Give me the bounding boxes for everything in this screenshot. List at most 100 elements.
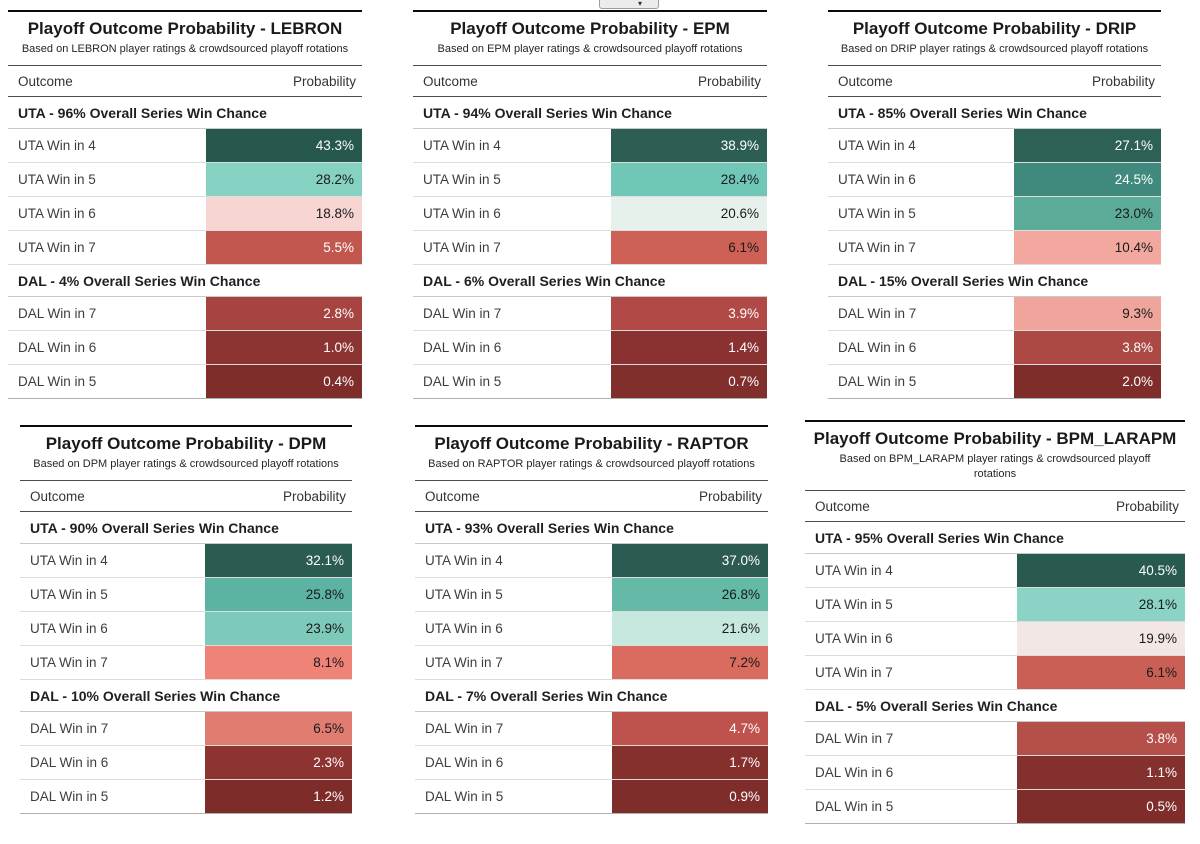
table-row: UTA Win in 4 43.3% <box>8 129 362 163</box>
outcome-label: DAL Win in 6 <box>20 746 206 779</box>
probability-cell: 1.4% <box>610 331 767 364</box>
table-row: DAL Win in 7 2.8% <box>8 297 362 331</box>
section-header: UTA - 94% Overall Series Win Chance <box>413 97 767 129</box>
section-header: UTA - 90% Overall Series Win Chance <box>20 512 352 544</box>
table-row: DAL Win in 6 1.1% <box>805 756 1185 790</box>
table-row: UTA Win in 6 23.9% <box>20 612 352 646</box>
outcome-label: DAL Win in 7 <box>828 297 1014 330</box>
outcome-label: UTA Win in 7 <box>805 656 1018 689</box>
outcome-label: UTA Win in 6 <box>415 612 612 645</box>
column-header-row: Outcome Probability <box>413 66 767 97</box>
probability-cell: 10.4% <box>1013 231 1161 264</box>
table-title: Playoff Outcome Probability - LEBRON <box>27 19 343 38</box>
probability-cell: 2.8% <box>205 297 362 330</box>
probability-cell: 18.8% <box>205 197 362 230</box>
probability-cell: 1.1% <box>1017 756 1185 789</box>
probability-cell: 23.9% <box>205 612 352 645</box>
outcome-label: UTA Win in 6 <box>828 163 1014 196</box>
table-row: DAL Win in 7 6.5% <box>20 712 352 746</box>
outcome-label: UTA Win in 7 <box>828 231 1014 264</box>
table-subtitle: Based on DRIP player ratings & crowdsour… <box>828 39 1161 66</box>
outcome-label: UTA Win in 4 <box>415 544 612 577</box>
probability-cell: 0.4% <box>205 365 362 398</box>
outcome-label: UTA Win in 6 <box>8 197 206 230</box>
probability-cell: 27.1% <box>1013 129 1161 162</box>
table-row: UTA Win in 5 28.1% <box>805 588 1185 622</box>
column-header-outcome: Outcome <box>425 488 480 504</box>
table-title: Playoff Outcome Probability - EPM <box>450 19 730 38</box>
outcome-label: DAL Win in 7 <box>8 297 206 330</box>
table-row: UTA Win in 4 40.5% <box>805 554 1185 588</box>
outcome-table-raptor: Playoff Outcome Probability - RAPTOR Base… <box>415 425 768 814</box>
outcome-label: DAL Win in 5 <box>413 365 611 398</box>
probability-cell: 2.0% <box>1013 365 1161 398</box>
outcome-label: UTA Win in 5 <box>805 588 1018 621</box>
probability-cell: 1.2% <box>205 780 352 813</box>
probability-cell: 2.3% <box>205 746 352 779</box>
table-row: UTA Win in 4 38.9% <box>413 129 767 163</box>
probability-cell: 5.5% <box>205 231 362 264</box>
probability-cell: 23.0% <box>1013 197 1161 230</box>
section-header: UTA - 95% Overall Series Win Chance <box>805 522 1185 554</box>
table-row: DAL Win in 6 1.0% <box>8 331 362 365</box>
outcome-label: DAL Win in 5 <box>20 780 206 813</box>
table-row: UTA Win in 4 27.1% <box>828 129 1161 163</box>
probability-cell: 1.7% <box>611 746 768 779</box>
probability-cell: 0.5% <box>1017 790 1185 823</box>
outcome-label: UTA Win in 5 <box>415 578 612 611</box>
table-row: UTA Win in 6 18.8% <box>8 197 362 231</box>
table-row: DAL Win in 6 3.8% <box>828 331 1161 365</box>
column-header-row: Outcome Probability <box>415 481 768 512</box>
table-row: UTA Win in 4 32.1% <box>20 544 352 578</box>
probability-cell: 32.1% <box>205 544 352 577</box>
table-title: Playoff Outcome Probability - DRIP <box>852 19 1137 38</box>
column-header-outcome: Outcome <box>815 498 870 514</box>
outcome-label: DAL Win in 7 <box>20 712 206 745</box>
outcome-label: UTA Win in 4 <box>20 544 206 577</box>
chevron-down-icon: ▾ <box>637 0 642 8</box>
probability-cell: 24.5% <box>1013 163 1161 196</box>
table-subtitle-wrap: Based on BPM_LARAPM player ratings & cro… <box>805 449 1185 491</box>
outcome-label: UTA Win in 7 <box>8 231 206 264</box>
probability-cell: 40.5% <box>1017 554 1185 587</box>
outcome-label: DAL Win in 6 <box>805 756 1018 789</box>
column-header-probability: Probability <box>698 488 762 504</box>
table-row: DAL Win in 6 1.7% <box>415 746 768 780</box>
section-header: DAL - 10% Overall Series Win Chance <box>20 680 352 712</box>
outcome-label: UTA Win in 4 <box>8 129 206 162</box>
table-row: UTA Win in 6 20.6% <box>413 197 767 231</box>
table-row: DAL Win in 6 1.4% <box>413 331 767 365</box>
outcome-label: UTA Win in 4 <box>828 129 1014 162</box>
outcome-table-lebron: Playoff Outcome Probability - LEBRON Base… <box>8 10 362 399</box>
probability-cell: 28.1% <box>1017 588 1185 621</box>
section-header: DAL - 15% Overall Series Win Chance <box>828 265 1161 297</box>
outcome-label: UTA Win in 5 <box>20 578 206 611</box>
collapsed-toolbar-button[interactable]: ▾ <box>599 0 659 9</box>
outcome-label: UTA Win in 6 <box>805 622 1018 655</box>
column-header-probability: Probability <box>1091 73 1155 89</box>
probability-cell: 21.6% <box>611 612 768 645</box>
outcome-label: DAL Win in 7 <box>415 712 612 745</box>
probability-cell: 43.3% <box>205 129 362 162</box>
probability-cell: 38.9% <box>610 129 767 162</box>
outcome-table-epm: Playoff Outcome Probability - EPM Based o… <box>413 10 767 399</box>
table-title: Playoff Outcome Probability - DPM <box>45 434 327 453</box>
probability-cell: 7.2% <box>611 646 768 679</box>
outcome-label: UTA Win in 7 <box>415 646 612 679</box>
table-subtitle: Based on BPM_LARAPM player ratings & cro… <box>839 453 1151 480</box>
probability-cell: 20.6% <box>610 197 767 230</box>
column-header-row: Outcome Probability <box>8 66 362 97</box>
table-row: UTA Win in 5 23.0% <box>828 197 1161 231</box>
table-row: DAL Win in 5 0.4% <box>8 365 362 399</box>
section-header: DAL - 6% Overall Series Win Chance <box>413 265 767 297</box>
table-row: UTA Win in 5 26.8% <box>415 578 768 612</box>
table-subtitle: Based on EPM player ratings & crowdsourc… <box>413 39 767 66</box>
table-row: DAL Win in 5 0.5% <box>805 790 1185 824</box>
outcome-label: DAL Win in 5 <box>415 780 612 813</box>
column-header-outcome: Outcome <box>423 73 478 89</box>
probability-cell: 25.8% <box>205 578 352 611</box>
probability-cell: 3.9% <box>610 297 767 330</box>
section-header: DAL - 7% Overall Series Win Chance <box>415 680 768 712</box>
outcome-label: UTA Win in 5 <box>413 163 611 196</box>
outcome-label: DAL Win in 6 <box>828 331 1014 364</box>
